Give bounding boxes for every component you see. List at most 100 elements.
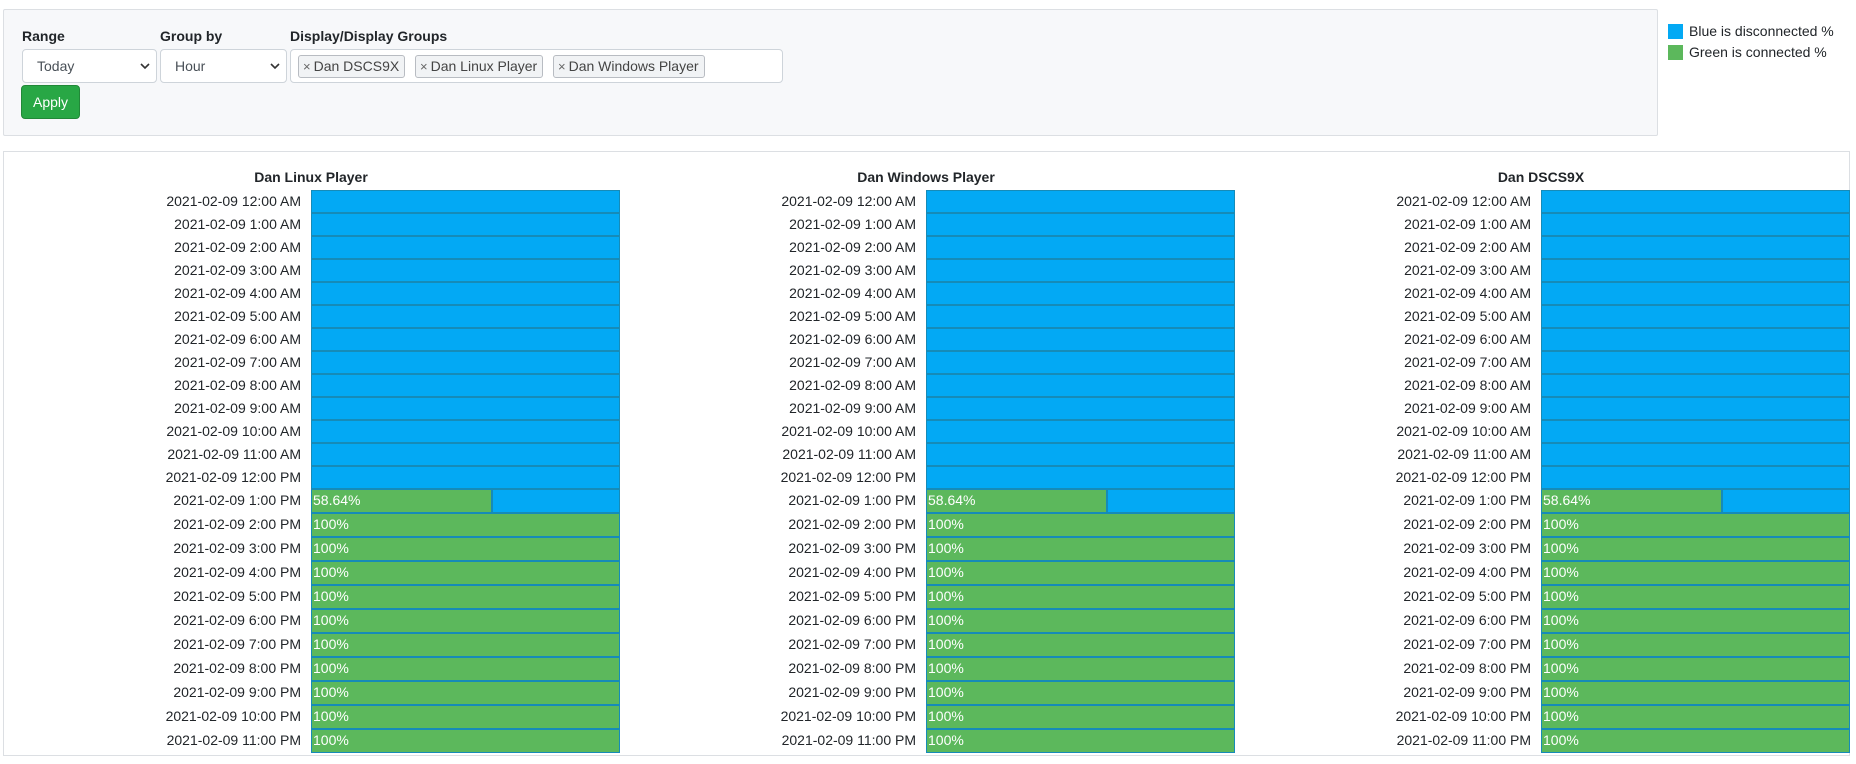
chart-title: Dan Linux Player (254, 169, 368, 185)
bar-disconnected (311, 397, 620, 420)
row-label: 2021-02-09 3:00 AM (789, 262, 916, 278)
bar-value-label: 100% (313, 636, 349, 652)
row-label: 2021-02-09 2:00 AM (1404, 239, 1531, 255)
bar-disconnected (311, 282, 620, 305)
row-label: 2021-02-09 6:00 AM (1404, 331, 1531, 347)
bar-disconnected (926, 259, 1235, 282)
legend-swatch (1668, 45, 1683, 60)
row-label: 2021-02-09 2:00 PM (788, 516, 916, 532)
row-label: 2021-02-09 5:00 PM (788, 588, 916, 604)
bar-disconnected (1541, 420, 1850, 443)
bar-disconnected (926, 328, 1235, 351)
bar-connected (926, 609, 1235, 633)
bar-connected (926, 489, 1107, 513)
tag-label: Dan Windows Player (568, 58, 699, 74)
bar-value-label: 100% (928, 516, 964, 532)
bar-connected (1541, 657, 1850, 681)
bar-disconnected (926, 466, 1235, 489)
legend-item-connected: Green is connected % (1668, 42, 1834, 63)
bar-connected (311, 585, 620, 609)
row-label: 2021-02-09 10:00 AM (781, 423, 916, 439)
bar-disconnected (311, 236, 620, 259)
row-label: 2021-02-09 8:00 AM (1404, 377, 1531, 393)
bar-value-label: 100% (1543, 660, 1579, 676)
apply-button[interactable]: Apply (21, 85, 80, 119)
row-label: 2021-02-09 5:00 AM (789, 308, 916, 324)
remove-tag-icon[interactable]: × (303, 59, 311, 74)
row-label: 2021-02-09 11:00 PM (781, 732, 916, 748)
bar-disconnected (926, 397, 1235, 420)
bar-value-label: 100% (928, 708, 964, 724)
row-label: 2021-02-09 12:00 PM (165, 469, 301, 485)
bar-disconnected (311, 328, 620, 351)
tag-chip: × Dan Windows Player (553, 55, 705, 78)
row-label: 2021-02-09 9:00 AM (789, 400, 916, 416)
row-label: 2021-02-09 8:00 PM (173, 660, 301, 676)
bar-connected (311, 609, 620, 633)
bar-disconnected (926, 305, 1235, 328)
row-label: 2021-02-09 9:00 AM (174, 400, 301, 416)
row-label: 2021-02-09 10:00 PM (165, 708, 301, 724)
bar-connected (311, 729, 620, 753)
bar-connected (926, 537, 1235, 561)
row-label: 2021-02-09 11:00 AM (1397, 446, 1531, 462)
bar-disconnected (311, 443, 620, 466)
bar-disconnected (1541, 466, 1850, 489)
row-label: 2021-02-09 7:00 PM (173, 636, 301, 652)
row-label: 2021-02-09 6:00 PM (1403, 612, 1531, 628)
row-label: 2021-02-09 8:00 PM (1403, 660, 1531, 676)
bar-connected (1541, 585, 1850, 609)
row-label: 2021-02-09 8:00 PM (788, 660, 916, 676)
display-groups-input[interactable]: × Dan DSCS9X × Dan Linux Player × Dan Windo… (290, 49, 783, 83)
bar-connected (926, 585, 1235, 609)
row-label: 2021-02-09 2:00 PM (173, 516, 301, 532)
bar-value-label: 100% (928, 540, 964, 556)
remove-tag-icon[interactable]: × (420, 59, 428, 74)
remove-tag-icon[interactable]: × (558, 59, 566, 74)
row-label: 2021-02-09 9:00 PM (173, 684, 301, 700)
row-label: 2021-02-09 3:00 PM (788, 540, 916, 556)
row-label: 2021-02-09 3:00 PM (1403, 540, 1531, 556)
row-label: 2021-02-09 6:00 AM (174, 331, 301, 347)
bar-value-label: 100% (1543, 612, 1579, 628)
bar-value-label: 100% (1543, 732, 1579, 748)
bar-value-label: 100% (313, 708, 349, 724)
row-label: 2021-02-09 1:00 AM (174, 216, 301, 232)
tag-label: Dan Linux Player (430, 58, 538, 74)
bar-connected (1541, 705, 1850, 729)
groupby-value: Hour (175, 58, 206, 74)
display-groups-label: Display/Display Groups (290, 28, 448, 44)
bar-disconnected (311, 213, 620, 236)
legend-label: Green is connected % (1689, 44, 1827, 60)
bar-connected (311, 489, 492, 513)
range-select[interactable]: Today (22, 49, 157, 83)
row-label: 2021-02-09 12:00 AM (1396, 193, 1531, 209)
chart-panel: Dan Linux Player 2021-02-09 12:00 AM 2021-… (3, 151, 1850, 756)
bar-connected (1541, 513, 1850, 537)
bar-value-label: 100% (1543, 564, 1579, 580)
row-label: 2021-02-09 8:00 AM (174, 377, 301, 393)
bar-disconnected (926, 374, 1235, 397)
groupby-select[interactable]: Hour (160, 49, 287, 83)
row-label: 2021-02-09 2:00 AM (789, 239, 916, 255)
bar-value-label: 100% (1543, 588, 1579, 604)
range-label: Range (22, 28, 65, 44)
bar-value-label: 100% (313, 540, 349, 556)
bar-value-label: 100% (1543, 516, 1579, 532)
bar-value-label: 100% (1543, 636, 1579, 652)
bar-value-label: 58.64% (1543, 492, 1591, 508)
bar-value-label: 100% (313, 612, 349, 628)
bar-value-label: 58.64% (928, 492, 976, 508)
bar-connected (926, 657, 1235, 681)
chevron-down-icon (140, 63, 150, 70)
bar-disconnected (1541, 397, 1850, 420)
row-label: 2021-02-09 10:00 PM (1395, 708, 1531, 724)
row-label: 2021-02-09 2:00 AM (174, 239, 301, 255)
filter-panel: Range Today Group by Hour Display/Displa… (3, 9, 1658, 136)
row-label: 2021-02-09 12:00 AM (781, 193, 916, 209)
chart-title: Dan DSCS9X (1497, 169, 1585, 185)
row-label: 2021-02-09 5:00 PM (173, 588, 301, 604)
bar-value-label: 100% (928, 612, 964, 628)
bar-value-label: 100% (928, 684, 964, 700)
row-label: 2021-02-09 12:00 AM (166, 193, 301, 209)
